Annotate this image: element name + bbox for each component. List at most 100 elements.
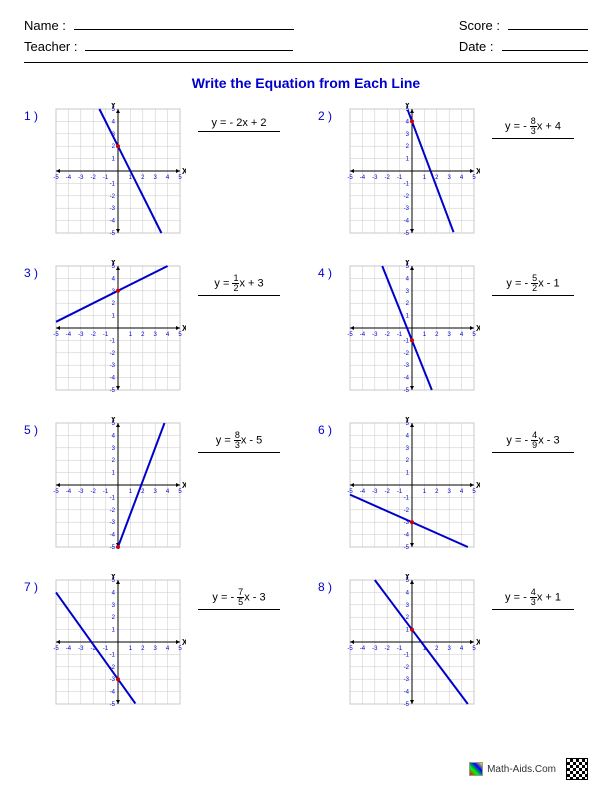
svg-text:-4: -4 (110, 690, 116, 696)
svg-text:-5: -5 (53, 489, 59, 495)
date-blank[interactable] (502, 50, 588, 51)
svg-text:-1: -1 (397, 332, 403, 338)
answer-line[interactable]: y = - 52x - 1 (492, 260, 574, 296)
svg-text:-2: -2 (110, 194, 116, 200)
header-rule (24, 62, 588, 63)
svg-text:-2: -2 (385, 175, 391, 181)
svg-text:Y: Y (111, 417, 117, 424)
svg-text:-1: -1 (103, 175, 109, 181)
coordinate-graph: -5-5-4-4-3-3-2-2-1-11122334455 X Y (50, 417, 186, 553)
problem-number: 5 ) (24, 417, 44, 437)
svg-text:-5: -5 (110, 231, 116, 237)
svg-text:-3: -3 (110, 363, 116, 369)
svg-text:X: X (476, 167, 480, 176)
worksheet-title: Write the Equation from Each Line (24, 75, 588, 91)
graph-container: -5-5-4-4-3-3-2-2-1-11122334455 X Y (344, 574, 480, 715)
coordinate-graph: -5-5-4-4-3-3-2-2-1-11122334455 X Y (344, 417, 480, 553)
svg-text:-1: -1 (110, 181, 116, 187)
svg-text:Y: Y (405, 574, 411, 581)
graph-container: -5-5-4-4-3-3-2-2-1-11122334455 X Y (50, 574, 186, 715)
problem-number: 2 ) (318, 103, 338, 123)
logo-icon (469, 762, 483, 776)
answer-line[interactable]: y = 83x - 5 (198, 417, 280, 453)
coordinate-graph: -5-5-4-4-3-3-2-2-1-11122334455 X Y (344, 574, 480, 710)
teacher-label: Teacher : (24, 39, 77, 54)
svg-text:-4: -4 (66, 489, 72, 495)
graph-container: -5-5-4-4-3-3-2-2-1-11122334455 X Y (50, 260, 186, 401)
score-field: Score : (459, 18, 588, 33)
svg-text:-1: -1 (110, 495, 116, 501)
teacher-blank[interactable] (85, 50, 293, 51)
svg-text:-5: -5 (347, 332, 353, 338)
svg-text:-3: -3 (372, 175, 378, 181)
graph-container: -5-5-4-4-3-3-2-2-1-11122334455 X Y (50, 417, 186, 558)
svg-text:X: X (182, 167, 186, 176)
svg-text:-2: -2 (110, 508, 116, 514)
answer-line[interactable]: y = - 49x - 3 (492, 417, 574, 453)
svg-text:-2: -2 (385, 489, 391, 495)
svg-text:-4: -4 (110, 219, 116, 225)
answer-line[interactable]: y = - 43x + 1 (492, 574, 574, 610)
coordinate-graph: -5-5-4-4-3-3-2-2-1-11122334455 X Y (50, 260, 186, 396)
svg-text:-2: -2 (91, 332, 97, 338)
problem-number: 6 ) (318, 417, 338, 437)
qr-icon (566, 758, 588, 780)
svg-text:-1: -1 (103, 332, 109, 338)
svg-text:-3: -3 (372, 489, 378, 495)
svg-text:-4: -4 (110, 376, 116, 382)
svg-text:X: X (476, 324, 480, 333)
svg-text:X: X (182, 638, 186, 647)
svg-text:-3: -3 (110, 206, 116, 212)
answer-line[interactable]: y = - 83x + 4 (492, 103, 574, 139)
svg-text:-3: -3 (110, 677, 116, 683)
name-blank[interactable] (74, 29, 294, 30)
coordinate-graph: -5-5-4-4-3-3-2-2-1-11122334455 X Y (50, 103, 186, 239)
svg-text:-5: -5 (53, 175, 59, 181)
svg-text:-2: -2 (404, 351, 410, 357)
svg-text:-5: -5 (53, 646, 59, 652)
teacher-field: Teacher : (24, 39, 294, 54)
svg-text:-2: -2 (91, 175, 97, 181)
problem: 1 ) -5-5-4-4-3-3-2-2-1-11122334455 X Y y… (24, 103, 294, 244)
svg-text:X: X (476, 638, 480, 647)
svg-text:-3: -3 (372, 646, 378, 652)
equation-answer: y = - 83x + 4 (492, 117, 574, 139)
svg-text:Y: Y (111, 103, 117, 110)
problem-number: 7 ) (24, 574, 44, 594)
svg-text:-5: -5 (347, 646, 353, 652)
svg-text:-5: -5 (404, 388, 410, 394)
score-blank[interactable] (508, 29, 588, 30)
graph-container: -5-5-4-4-3-3-2-2-1-11122334455 X Y (344, 417, 480, 558)
svg-text:-2: -2 (404, 508, 410, 514)
equation-answer: y = 83x - 5 (198, 431, 280, 453)
svg-text:-3: -3 (404, 363, 410, 369)
graph-container: -5-5-4-4-3-3-2-2-1-11122334455 X Y (50, 103, 186, 244)
svg-text:Y: Y (405, 260, 411, 267)
coordinate-graph: -5-5-4-4-3-3-2-2-1-11122334455 X Y (344, 103, 480, 239)
problem: 8 ) -5-5-4-4-3-3-2-2-1-11122334455 X Y y… (318, 574, 588, 715)
svg-text:-4: -4 (404, 690, 410, 696)
answer-line[interactable]: y = - 2x + 2 (198, 103, 280, 132)
svg-text:-3: -3 (78, 646, 84, 652)
svg-text:-5: -5 (404, 231, 410, 237)
answer-line[interactable]: y = 12x + 3 (198, 260, 280, 296)
graph-container: -5-5-4-4-3-3-2-2-1-11122334455 X Y (344, 103, 480, 244)
svg-text:-4: -4 (66, 175, 72, 181)
svg-text:-4: -4 (360, 332, 366, 338)
name-label: Name : (24, 18, 66, 33)
svg-text:-2: -2 (91, 489, 97, 495)
svg-text:-4: -4 (66, 332, 72, 338)
score-label: Score : (459, 18, 500, 33)
svg-text:-2: -2 (404, 665, 410, 671)
svg-text:Y: Y (111, 260, 117, 267)
svg-text:-5: -5 (110, 388, 116, 394)
svg-text:-1: -1 (397, 175, 403, 181)
svg-text:-1: -1 (397, 646, 403, 652)
svg-text:-5: -5 (53, 332, 59, 338)
svg-text:-1: -1 (397, 489, 403, 495)
problem-number: 8 ) (318, 574, 338, 594)
svg-text:-1: -1 (404, 652, 410, 658)
svg-text:X: X (182, 481, 186, 490)
equation-answer: y = - 52x - 1 (492, 274, 574, 296)
answer-line[interactable]: y = - 75x - 3 (198, 574, 280, 610)
